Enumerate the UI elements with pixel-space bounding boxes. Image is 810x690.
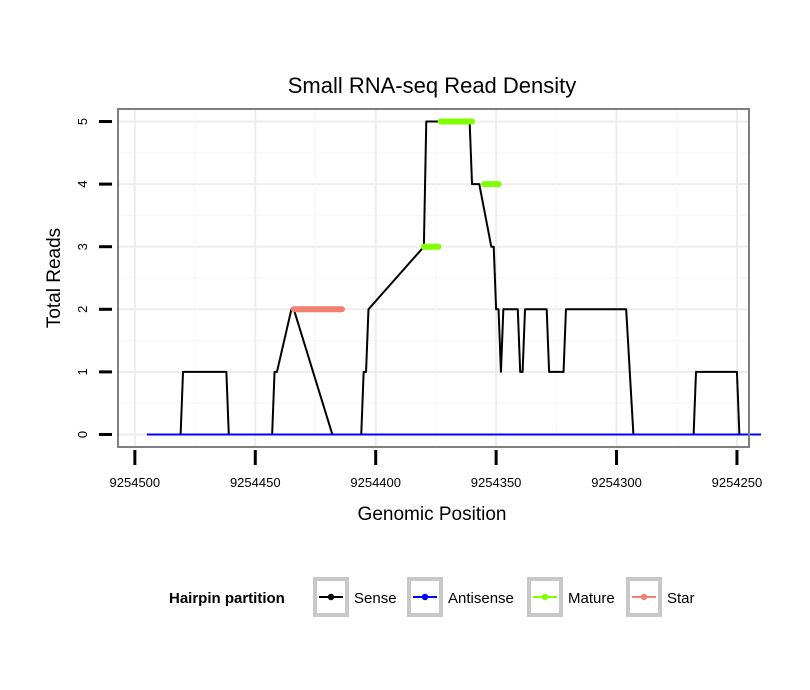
series-layer xyxy=(146,120,762,436)
x-tick-label: 9254350 xyxy=(471,475,522,490)
x-axis-title: Genomic Position xyxy=(358,504,507,525)
legend-key-point xyxy=(541,593,549,601)
legend-title: Hairpin partition xyxy=(169,590,285,607)
y-tick-label: 1 xyxy=(75,368,90,375)
series-line-sense xyxy=(146,120,762,436)
y-tick-label: 4 xyxy=(75,180,90,187)
grid-lines xyxy=(118,109,749,447)
x-axis: 9254500 9254450 9254400 9254350 9254300 92542… xyxy=(110,450,763,490)
legend-label-mature: Mature xyxy=(568,590,615,607)
x-tick-label: 9254300 xyxy=(591,475,642,490)
y-tick-label: 0 xyxy=(75,431,90,438)
legend-label-star: Star xyxy=(667,590,695,607)
legend-label-antisense: Antisense xyxy=(448,590,514,607)
x-tick-label: 9254400 xyxy=(350,475,401,490)
x-tick-label: 9254250 xyxy=(712,475,763,490)
legend-key-point xyxy=(421,593,429,601)
y-axis: 0 1 2 3 4 5 xyxy=(75,118,112,438)
segment-layer xyxy=(290,118,502,313)
y-axis-title: Total Reads xyxy=(44,228,65,328)
plot-panel-border xyxy=(117,108,750,448)
y-tick-label: 5 xyxy=(75,118,90,125)
y-tick-label: 2 xyxy=(75,306,90,313)
legend-key-point xyxy=(640,593,648,601)
x-tick-label: 9254450 xyxy=(230,475,281,490)
legend-key-point xyxy=(327,593,335,601)
legend-label-sense: Sense xyxy=(354,590,397,607)
y-tick-label: 3 xyxy=(75,243,90,250)
legend: Hairpin partition Sense Antisense Mature St… xyxy=(169,577,695,617)
chart-title: Small RNA-seq Read Density xyxy=(288,73,577,98)
x-tick-label: 9254500 xyxy=(110,475,161,490)
